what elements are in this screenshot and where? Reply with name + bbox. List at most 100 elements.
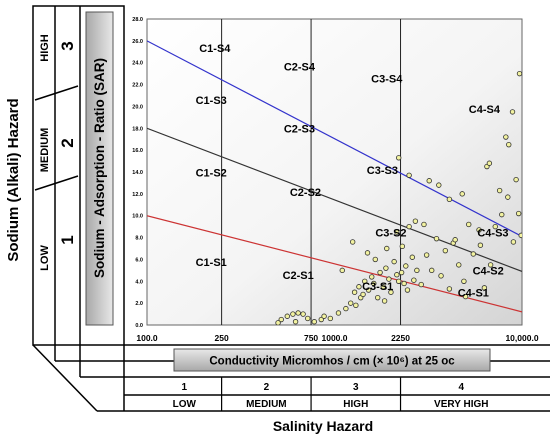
sample-point-53 (442, 247, 449, 254)
region-label-c1-s1: C1-S1 (196, 257, 227, 269)
salinity-level-number-4: 4 (458, 382, 464, 393)
samples (275, 70, 522, 325)
sample-point-43 (394, 229, 400, 235)
salinity-levels: 1 LOW 2 MEDIUM 3 HIGH 4 VERY HIGH (173, 382, 489, 410)
x-ticks: 100.0 250 750 1000.0 2250 10,000.0 (136, 333, 538, 343)
sample-point-1 (278, 316, 284, 323)
sodium-level-medium-word: MEDIUM (39, 128, 51, 173)
x-tick-label-5: 2250 (391, 333, 410, 343)
sample-point-79 (396, 155, 402, 161)
sample-point-3 (290, 311, 296, 317)
sample-point-49 (423, 252, 430, 258)
region-label-c1-s2: C1-S2 (196, 167, 227, 179)
sample-point-70 (446, 196, 453, 203)
sample-point-59 (470, 251, 477, 257)
sample-point-66 (510, 239, 517, 245)
sample-point-26 (377, 269, 383, 276)
y-tick-label-14: 26.0 (132, 39, 143, 45)
sample-point-69 (436, 182, 442, 188)
sample-point-44 (399, 243, 406, 250)
sample-point-46 (409, 254, 416, 260)
sample-point-84 (518, 232, 522, 239)
region-label-c2-s2: C2-S2 (290, 187, 321, 199)
sample-point-16 (353, 302, 359, 309)
sample-point-2 (284, 313, 290, 319)
sample-point-48 (418, 281, 424, 288)
sample-point-13 (335, 310, 342, 316)
sample-point-73 (486, 160, 493, 166)
sample-point-4 (295, 310, 301, 316)
sample-point-37 (404, 287, 411, 293)
sample-point-81 (426, 178, 432, 184)
sample-point-75 (506, 141, 512, 148)
sample-point-29 (386, 276, 392, 282)
y-tick-label-12: 22.0 (132, 83, 143, 89)
y-axis-label: Sodium - Adsorption - Ratio (SAR) (92, 58, 107, 278)
y-tick-label-7: 12.0 (132, 192, 143, 198)
sample-point-50 (429, 267, 435, 274)
region-label-c4-s1: C4-S1 (458, 288, 489, 300)
sample-point-54 (446, 286, 453, 292)
sample-point-89 (381, 298, 388, 304)
y-tick-label-11: 20.0 (132, 104, 143, 110)
plot-area (146, 18, 523, 326)
sample-point-51 (433, 235, 440, 242)
sample-point-63 (492, 223, 498, 230)
sample-point-22 (365, 287, 372, 293)
salinity-level-word-2: MEDIUM (246, 399, 287, 410)
sample-point-12 (327, 315, 334, 322)
sample-point-57 (461, 278, 467, 284)
salinity-level-number-2: 2 (264, 382, 270, 393)
y-tick-label-8: 14.0 (132, 170, 143, 176)
sample-point-38 (339, 267, 345, 274)
sample-point-45 (406, 223, 412, 230)
sample-point-86 (462, 293, 469, 300)
sample-point-76 (509, 109, 516, 115)
sample-point-74 (496, 187, 503, 194)
sample-point-52 (438, 273, 444, 279)
x-tick-label-3: 750 (304, 333, 318, 343)
sample-point-39 (349, 239, 356, 245)
sample-point-42 (384, 245, 390, 252)
sar-lines (147, 40, 522, 313)
sample-point-5 (300, 311, 306, 317)
region-label-c3-s3: C3-S3 (367, 165, 398, 177)
sample-point-82 (503, 134, 509, 140)
sample-point-35 (401, 280, 407, 287)
sample-point-62 (487, 262, 494, 268)
region-label-c3-s2: C3-S2 (375, 227, 406, 239)
sodium-hazard-title: Sodium (Alkali) Hazard (5, 98, 22, 261)
salinity-level-number-3: 3 (353, 382, 359, 393)
sample-point-24 (371, 280, 377, 287)
sample-point-60 (476, 227, 482, 233)
region-label-c1-s3: C1-S3 (196, 95, 227, 107)
y-tick-label-1: 0.0 (135, 323, 143, 329)
sar-line-2 (147, 127, 522, 273)
sample-point-64 (499, 211, 505, 218)
sample-point-32 (394, 272, 400, 278)
region-label-c4-s4: C4-S4 (469, 104, 501, 116)
sample-point-7 (275, 320, 281, 325)
sample-point-40 (364, 250, 371, 256)
x-axis-label-box (173, 348, 491, 372)
region-labels: C1-S4 C2-S4 C3-S4 C4-S4 C1-S3 C2-S3 C3-S3 C4-S3… (196, 43, 509, 300)
sample-point-61 (481, 285, 488, 291)
y-tick-label-2: 2.0 (135, 301, 143, 307)
sodium-level-medium-number: 2 (58, 138, 77, 147)
y-ticks: 0.0 2.0 4.0 6.0 8.0 10.0 12.0 14.0 16.0 18.0 20.0 2… (132, 17, 143, 329)
sample-point-8 (292, 319, 299, 325)
sample-point-85 (477, 242, 484, 248)
sample-point-25 (375, 294, 381, 301)
sample-point-20 (360, 291, 366, 298)
x-tick-label-6: 10,000.0 (505, 333, 538, 343)
region-label-c2-s3: C2-S3 (284, 124, 315, 136)
sample-point-31 (391, 258, 397, 265)
salinity-hazard-title: Salinity Hazard (273, 418, 373, 434)
sample-point-19 (356, 284, 362, 290)
region-label-c3-s1: C3-S1 (362, 281, 393, 293)
sample-point-87 (452, 237, 458, 243)
y-tick-label-4: 6.0 (135, 257, 143, 263)
sar-line-1 (147, 40, 522, 238)
salinity-level-word-3: HIGH (343, 399, 368, 410)
sample-point-88 (411, 277, 417, 283)
